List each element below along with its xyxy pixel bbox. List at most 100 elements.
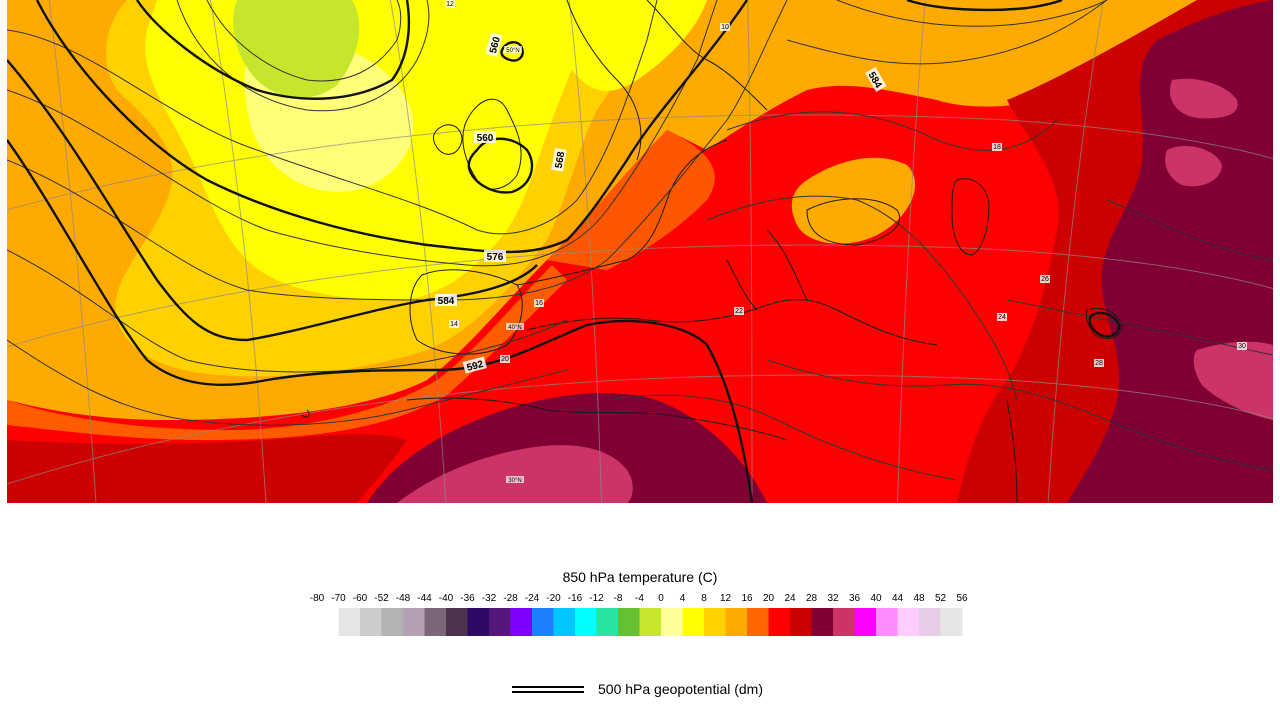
legend-title: 850 hPa temperature (C)	[562, 569, 718, 585]
colorbar-swatch	[639, 608, 662, 636]
colorbar-swatch	[725, 608, 748, 636]
thin-contours	[7, 0, 1273, 481]
colorbar-tick-label: -36	[460, 593, 475, 604]
temperature-field-yellow-north	[563, 0, 707, 91]
temperature-field-darkred-west	[7, 434, 407, 503]
lat-label-40n: 40°N	[508, 325, 521, 331]
temperature-field-orange-blacksea	[791, 157, 916, 244]
temp-label-30: 30	[1238, 343, 1246, 350]
graticule	[7, 0, 1273, 503]
temp-label-12: 12	[446, 1, 454, 8]
colorbar-tick-label: 4	[680, 593, 686, 604]
contour-label-576: 576	[487, 252, 504, 263]
colorbar-swatch	[682, 608, 705, 636]
colorbar-swatch	[919, 608, 941, 636]
colorbar-tick-label: -16	[568, 593, 583, 604]
colorbar-tick-label: 12	[720, 593, 732, 604]
contour-label-592: 592	[466, 359, 485, 374]
colorbar-swatch	[876, 608, 898, 636]
colorbar-swatch	[424, 608, 447, 636]
colorbar-swatch	[661, 608, 683, 636]
colorbar-tick-label: -28	[503, 593, 518, 604]
temperature-field-orange-east	[667, 0, 1197, 150]
colorbar-tick-label: -4	[635, 593, 644, 604]
colorbar-swatch	[575, 608, 597, 636]
colorbar-swatch	[811, 608, 834, 636]
colorbar-tick-label: -32	[482, 593, 497, 604]
geopotential-legend: 500 hPa geopotential (dm)	[512, 678, 763, 700]
lat-label-50n: 50°N	[506, 48, 519, 54]
temp-label-14: 14	[450, 321, 458, 328]
colorbar-tick-label: 24	[784, 593, 796, 604]
colorbar-swatch	[338, 608, 361, 636]
colorbar-swatch	[704, 608, 726, 636]
colorbar-swatch	[403, 608, 425, 636]
colorbar-swatch	[467, 608, 490, 636]
colorbar-tick-label: -20	[546, 593, 561, 604]
colorbar-swatch	[747, 608, 769, 636]
colorbar-swatch	[596, 608, 619, 636]
temp-label-16: 16	[535, 300, 543, 307]
colorbar-swatch	[768, 608, 791, 636]
colorbar-swatch	[897, 608, 920, 636]
colorbar-tick-label: 40	[870, 593, 882, 604]
contour-label-560b: 560	[477, 133, 494, 144]
colorbar-tick-label: 48	[913, 593, 925, 604]
colorbar-tick-label: 44	[892, 593, 904, 604]
colorbar-swatch	[940, 608, 963, 636]
lat-label-30n: 30°N	[508, 478, 521, 484]
temp-label-20: 20	[501, 356, 509, 363]
colorbar-swatch	[553, 608, 576, 636]
colorbar-swatch	[446, 608, 468, 636]
colorbar-swatch	[381, 608, 404, 636]
colorbar-tick-label: -48	[396, 593, 411, 604]
colorbar-tick-label: 32	[827, 593, 839, 604]
temp-label-22: 22	[735, 308, 743, 315]
colorbar-tick-label: -12	[589, 593, 604, 604]
colorbar-swatch	[510, 608, 533, 636]
colorbar-tick-label: -60	[353, 593, 368, 604]
colorbar-tick-label: -44	[417, 593, 432, 604]
temp-label-18: 18	[993, 144, 1001, 151]
contour-label-560a: 560	[488, 35, 503, 54]
colorbar-swatch	[360, 608, 382, 636]
colorbar-swatch	[618, 608, 640, 636]
temp-label-24: 24	[998, 314, 1006, 321]
colorbar-swatch	[532, 608, 554, 636]
temp-label-28: 28	[1095, 360, 1103, 367]
colorbar-tick-label: 36	[849, 593, 861, 604]
colorbar-swatch	[489, 608, 511, 636]
latitude-labels: 50°N 40°N 30°N	[504, 46, 524, 484]
contour-label-568: 568	[554, 150, 568, 169]
temperature-labels: 12 10 14 16 18 20 22 24 26 28 30	[445, 0, 1247, 367]
colorbar-swatch	[854, 608, 877, 636]
temp-label-26: 26	[1041, 276, 1049, 283]
coastlines	[301, 0, 1123, 503]
colorbar-swatch	[833, 608, 855, 636]
colorbar-tick-label: 20	[763, 593, 775, 604]
colorbar-tick-label: 8	[701, 593, 707, 604]
contour-labels: 560 560 568 576 584 584 592	[435, 32, 887, 374]
colorbar-tick-label: 52	[935, 593, 947, 604]
colorbar-tick-label: -80	[310, 593, 325, 604]
colorbar-tick-label: -52	[374, 593, 389, 604]
colorbar-tick-label: 0	[658, 593, 664, 604]
temperature-field-green	[233, 0, 360, 98]
temperature-colorbar: -80 -70 -60 -52 -48 -44 -40 -36 -32 -28 -24 -20 -16-…	[0, 590, 1280, 640]
temperature-field-pink-east	[1193, 341, 1273, 420]
colorbar-tick-label: -8	[614, 593, 623, 604]
geopotential-label: 500 hPa geopotential (dm)	[598, 681, 763, 697]
contour-label-584a: 584	[438, 296, 455, 307]
colorbar-tick-label: -40	[439, 593, 454, 604]
colorbar-tick-label: 56	[956, 593, 968, 604]
temperature-field-pink-sahara	[397, 445, 633, 503]
colorbar-swatch	[790, 608, 812, 636]
temperature-field-pink-north	[1169, 78, 1238, 119]
colorbar-tick-label: 28	[806, 593, 818, 604]
geopotential-line-sample	[512, 683, 584, 695]
colorbar-graphic: -80 -70 -60 -52 -48 -44 -40 -36 -32 -28 -24 -20 -16-…	[310, 593, 968, 636]
colorbar-tick-label: -24	[525, 593, 540, 604]
temperature-field-pink-north2	[1165, 145, 1222, 187]
colorbar-tick-label: -70	[331, 593, 346, 604]
temp-label-10: 10	[721, 24, 729, 31]
